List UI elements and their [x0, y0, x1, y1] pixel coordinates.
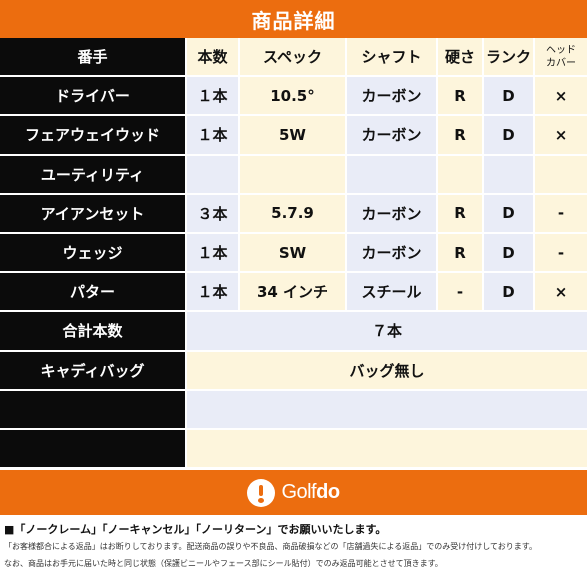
- table-cell: D: [484, 234, 535, 272]
- table-cell: ×: [535, 116, 587, 154]
- table-cell: １本: [187, 77, 240, 115]
- table-cell: カーボン: [347, 77, 438, 115]
- table-cell: カーボン: [347, 194, 438, 232]
- summary-row: [0, 430, 587, 468]
- row-label: キャディバッグ: [0, 351, 187, 389]
- summary-row: キャディバッグ バッグ無し: [0, 351, 587, 389]
- notice-line: なお、商品はお手元に届いた時と同じ状態（保護ビニールやフェース部にシール貼付）で…: [4, 559, 443, 568]
- table-cell: カーボン: [347, 116, 438, 154]
- table-cell: スチール: [347, 273, 438, 311]
- table-cell: ３本: [187, 194, 240, 232]
- table-cell: D: [484, 194, 535, 232]
- table-cell: -: [535, 194, 587, 232]
- summary-row: 合計本数 ７本: [0, 312, 587, 350]
- row-label: 合計本数: [0, 312, 187, 350]
- table-header-row: 番手 本数 スペック シャフト 硬さ ランク ヘッド カバー: [0, 38, 587, 76]
- table-cell: [484, 155, 535, 193]
- golfdo-logo-text: Golfdo: [281, 481, 340, 503]
- column-header: スペック: [240, 38, 347, 76]
- column-header: ランク: [484, 38, 535, 76]
- table-cell: 34 インチ: [240, 273, 347, 311]
- summary-value: [187, 430, 587, 468]
- notice-section: ■「ノークレーム」「ノーキャンセル」「ノーリターン」でお願いいたします。 「お客…: [4, 522, 584, 572]
- table-cell: R: [438, 194, 484, 232]
- table-cell: R: [438, 77, 484, 115]
- table-cell: [187, 155, 240, 193]
- row-label: フェアウェイウッド: [0, 116, 187, 154]
- table-cell: D: [484, 116, 535, 154]
- table-row: ウェッジ １本 SW カーボン R D -: [0, 234, 587, 272]
- header-bar: 商品詳細: [0, 0, 587, 38]
- column-header: 硬さ: [438, 38, 484, 76]
- row-label: [0, 430, 187, 468]
- table-cell: [535, 155, 587, 193]
- row-label: ウェッジ: [0, 234, 187, 272]
- table-cell: 10.5°: [240, 77, 347, 115]
- table-cell: -: [535, 234, 587, 272]
- table-cell: カーボン: [347, 234, 438, 272]
- column-header-club: 番手: [0, 38, 187, 76]
- spec-table: 番手 本数 スペック シャフト 硬さ ランク ヘッド カバー ドライバー １本 10.5° カーボン…: [0, 38, 587, 470]
- column-header: シャフト: [347, 38, 438, 76]
- column-header: ヘッド カバー: [535, 38, 587, 76]
- table-row: ユーティリティ: [0, 155, 587, 193]
- notice-line: ■「ノークレーム」「ノーキャンセル」「ノーリターン」でお願いいたします。: [4, 523, 387, 536]
- row-label: ユーティリティ: [0, 155, 187, 193]
- table-row: パター １本 34 インチ スチール - D ×: [0, 273, 587, 311]
- row-label: [0, 390, 187, 428]
- table-cell: D: [484, 273, 535, 311]
- table-cell: -: [438, 273, 484, 311]
- table-cell: R: [438, 234, 484, 272]
- table-row: フェアウェイウッド １本 5W カーボン R D ×: [0, 116, 587, 154]
- table-cell: ×: [535, 273, 587, 311]
- table-cell: １本: [187, 234, 240, 272]
- summary-value: バッグ無し: [187, 351, 587, 389]
- summary-value: [187, 390, 587, 428]
- table-cell: 5W: [240, 116, 347, 154]
- page-title: 商品詳細: [251, 8, 336, 33]
- row-label: ドライバー: [0, 77, 187, 115]
- summary-row: [0, 390, 587, 428]
- footer-bar: Golfdo: [0, 470, 587, 515]
- row-label: パター: [0, 273, 187, 311]
- table-cell: [438, 155, 484, 193]
- table-row: ドライバー １本 10.5° カーボン R D ×: [0, 77, 587, 115]
- table-cell: R: [438, 116, 484, 154]
- table-cell: １本: [187, 273, 240, 311]
- summary-value: ７本: [187, 312, 587, 350]
- table-cell: [347, 155, 438, 193]
- row-label: アイアンセット: [0, 194, 187, 232]
- notice-line: 「お客様都合による返品」はお断りしております。配送商品の誤りや不良品、商品破損な…: [4, 542, 537, 551]
- table-cell: D: [484, 77, 535, 115]
- table-cell: 5.7.9: [240, 194, 347, 232]
- table-row: アイアンセット ３本 5.7.9 カーボン R D -: [0, 194, 587, 232]
- column-header: 本数: [187, 38, 240, 76]
- table-cell: １本: [187, 116, 240, 154]
- golfdo-logo-icon: [247, 478, 276, 507]
- table-cell: [240, 155, 347, 193]
- table-cell: SW: [240, 234, 347, 272]
- table-cell: ×: [535, 77, 587, 115]
